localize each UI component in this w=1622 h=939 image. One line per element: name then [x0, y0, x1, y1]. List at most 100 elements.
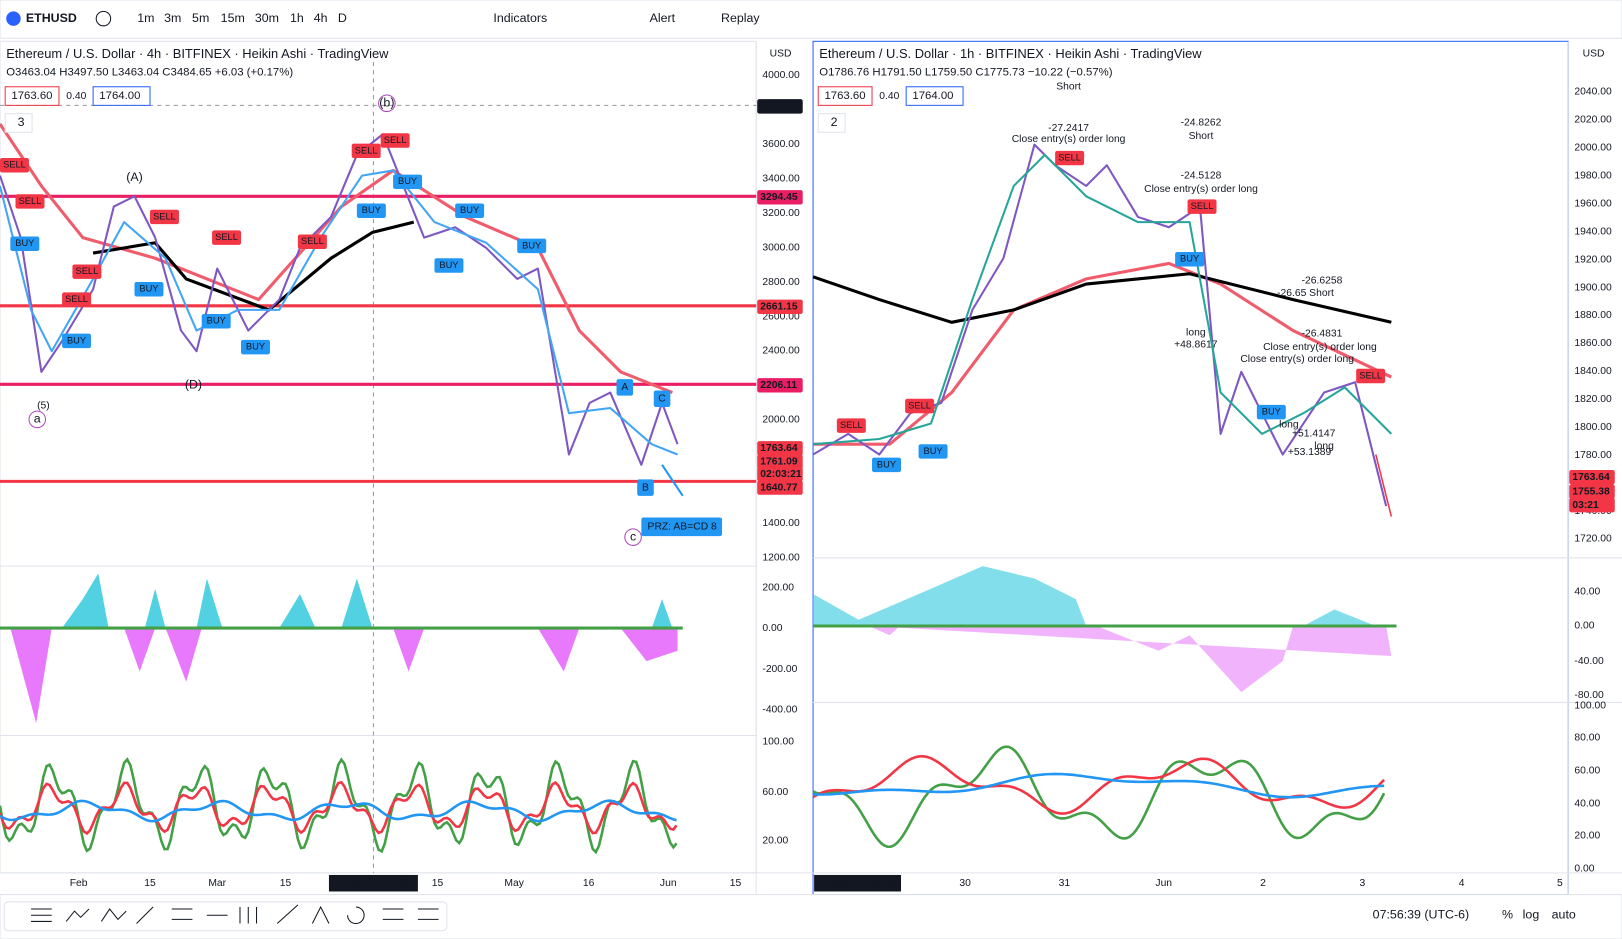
- symbol[interactable]: ETHUSD: [26, 11, 77, 25]
- macd-tick-label: 0.00: [1574, 621, 1594, 632]
- alert-button[interactable]: Alert: [650, 11, 676, 25]
- time-tick-label: 02 Apr '22 02:00: [336, 878, 411, 889]
- signal-bg: [918, 444, 948, 459]
- interval[interactable]: 30m: [255, 11, 279, 25]
- signal: SELL: [65, 294, 88, 304]
- price-tick-label: 4000.00: [762, 70, 800, 81]
- legend-count[interactable]: 2: [831, 115, 838, 129]
- order-annotation: -26.65 Short: [1277, 288, 1334, 299]
- signal-bg: [1175, 252, 1205, 267]
- interval[interactable]: 4h: [314, 11, 328, 25]
- signal: BUY: [522, 240, 541, 250]
- auto-toggle[interactable]: auto: [1552, 908, 1576, 922]
- bid-box: [817, 86, 873, 106]
- signal: SELL: [908, 400, 931, 410]
- interval[interactable]: 1h: [290, 11, 304, 25]
- interval[interactable]: 1m: [137, 11, 154, 25]
- price-tick-label: 1960.00: [1574, 198, 1612, 209]
- projection: [661, 464, 684, 497]
- order-annotation: +53.1389: [1288, 447, 1332, 458]
- signal: SELL: [3, 160, 26, 170]
- rsi-tick-label: 40.00: [1574, 798, 1600, 809]
- signal: SELL: [384, 135, 407, 145]
- rsi-tick-label: 60.00: [1574, 765, 1600, 776]
- time-tick-label: 2: [1260, 878, 1266, 889]
- macd-tick-label: -400.00: [762, 704, 797, 715]
- signal-bg: [62, 333, 92, 349]
- price-tag: 03:21: [1572, 500, 1599, 511]
- percent-toggle[interactable]: %: [1502, 908, 1513, 922]
- price-tag-bg: [757, 99, 803, 114]
- tool-icons[interactable]: [31, 904, 439, 924]
- time-tick-label: 15: [432, 878, 444, 889]
- rsi-tick-label: 100.00: [762, 736, 794, 747]
- log-toggle[interactable]: log: [1523, 908, 1540, 922]
- time-tick-label: 15: [280, 878, 292, 889]
- price-tick-label: 2600.00: [762, 311, 800, 322]
- signal: BUY: [460, 205, 479, 215]
- macd-hist-up: [813, 566, 1376, 626]
- price-tag: 1763.64: [1572, 472, 1610, 483]
- order-annotation: Short: [1189, 131, 1214, 142]
- interval[interactable]: 3m: [164, 11, 181, 25]
- price-tag-bg: [757, 480, 803, 495]
- legend-box: [4, 113, 33, 133]
- price-tick-label: 1400.00: [762, 518, 800, 529]
- order-annotation: long: [1314, 441, 1334, 452]
- pane-dividers: [0, 41, 1622, 895]
- signal: SELL: [153, 211, 176, 221]
- time-tick-label: 15: [730, 878, 742, 889]
- legend-count[interactable]: 3: [18, 115, 25, 129]
- price-tick-label: 1820.00: [1574, 394, 1612, 405]
- signal-bg: [905, 398, 935, 414]
- interval[interactable]: D: [338, 11, 347, 25]
- signal-bg: [62, 292, 92, 307]
- add-symbol[interactable]: [95, 10, 112, 27]
- price-tag-bg: [1569, 497, 1615, 513]
- spread: 0.40: [66, 91, 86, 102]
- interval[interactable]: 5m: [192, 11, 209, 25]
- currency: USD: [1583, 48, 1605, 59]
- signal-bg: [1055, 150, 1085, 166]
- order-annotation: -24.8262: [1181, 118, 1222, 129]
- price-tag-bg: [757, 190, 803, 205]
- signal-bg: [356, 203, 386, 218]
- price-tick-label: 1980.00: [1574, 171, 1612, 182]
- signal: BUY: [1180, 254, 1199, 264]
- ask[interactable]: 1764.00: [99, 90, 140, 102]
- replay-button[interactable]: Replay: [721, 11, 760, 25]
- wave-label: a: [34, 412, 41, 426]
- macd-hist-up: [62, 573, 673, 629]
- price-tick-label: 2040.00: [1574, 87, 1612, 98]
- signal-bg: [15, 194, 45, 209]
- ask[interactable]: 1764.00: [912, 90, 953, 102]
- signal: BUY: [398, 176, 417, 186]
- indicators-button[interactable]: Indicators: [493, 11, 547, 25]
- time-tick-label: 31: [1059, 878, 1071, 889]
- interval[interactable]: 15m: [221, 11, 245, 25]
- time-tick-label: 4: [1459, 878, 1465, 889]
- price-tick-label: 1720.00: [1574, 534, 1612, 545]
- crosshair-time-bg: [328, 874, 418, 892]
- spread: 0.40: [879, 91, 899, 102]
- bid[interactable]: 1763.60: [824, 90, 865, 102]
- rsi-tick-label: 100.00: [1574, 700, 1606, 711]
- macd: [0, 566, 1397, 724]
- time-tick-label: Jun: [660, 878, 677, 889]
- price-tick-label: 1840.00: [1574, 366, 1612, 377]
- currency: USD: [770, 48, 792, 59]
- time-tick-label: 30: [959, 878, 971, 889]
- price-tag: 1755.38: [1572, 486, 1610, 497]
- order-annotation: +51.4147: [1292, 429, 1336, 440]
- order-annotation: Close entry(s) order long: [1240, 354, 1354, 365]
- price-tag: 2661.15: [760, 302, 798, 313]
- signal-bg: [201, 314, 231, 329]
- signal-bg: [380, 133, 410, 148]
- macd-tick-label: -200.00: [762, 664, 797, 675]
- signal-bg: [212, 230, 242, 245]
- bid[interactable]: 1763.60: [11, 90, 52, 102]
- order-annotation: -26.4831: [1302, 328, 1343, 339]
- signal: SELL: [215, 232, 238, 242]
- drawing-tools[interactable]: [3, 901, 448, 932]
- rsi-tick-label: 60.00: [762, 787, 788, 798]
